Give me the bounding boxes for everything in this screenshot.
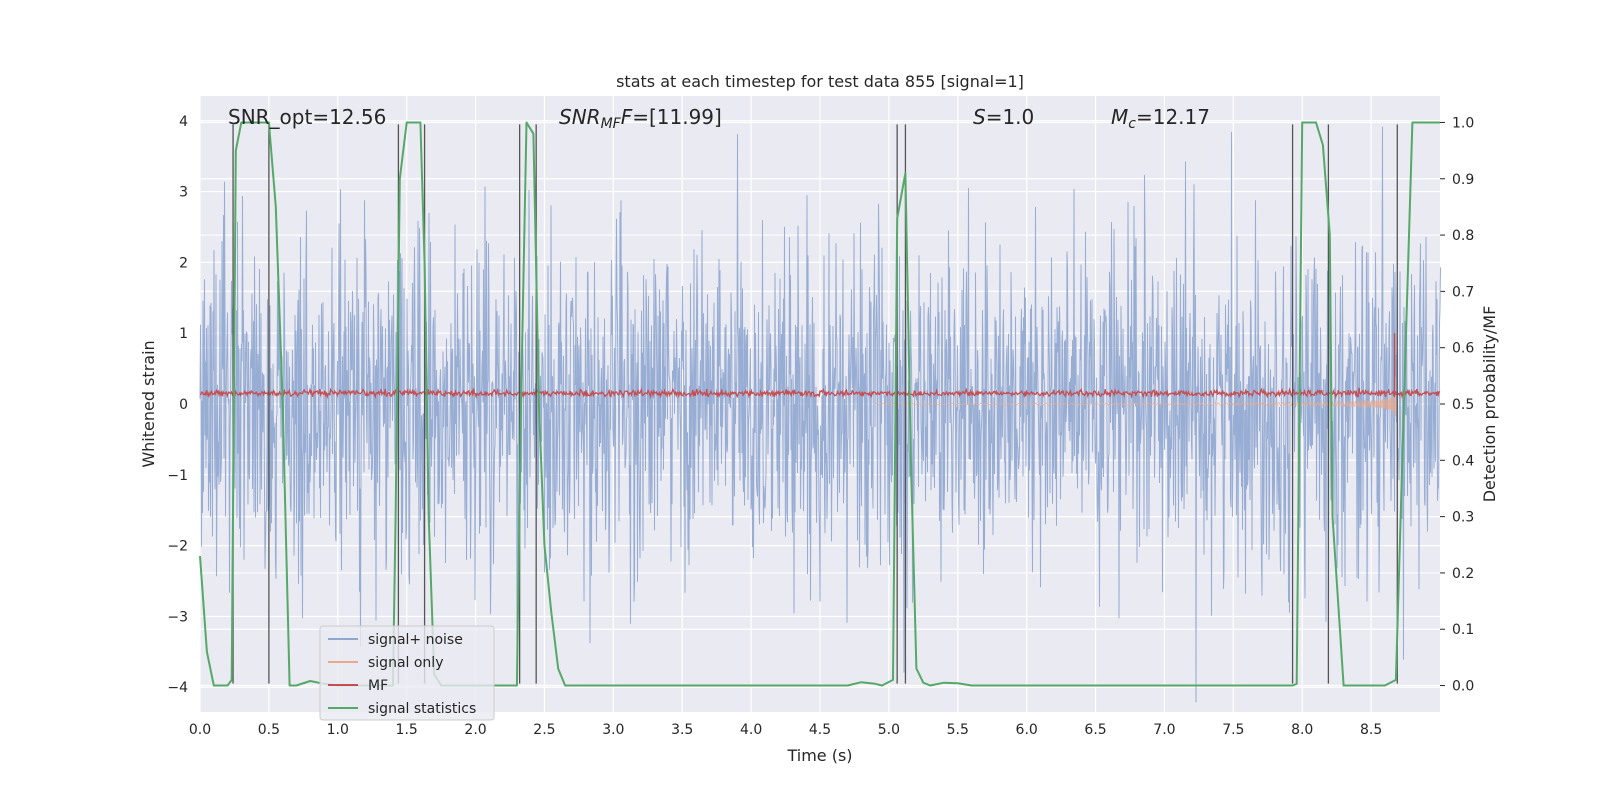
y2-tick-label: 0.1 — [1452, 622, 1474, 638]
mc-name: M — [1111, 105, 1128, 129]
mc-sub: c — [1128, 116, 1136, 132]
legend-label-mf: MF — [368, 678, 388, 694]
x-tick-label: 6.0 — [1016, 722, 1038, 738]
y-tick-label: 2 — [179, 255, 188, 271]
y-tick-label: 3 — [179, 185, 188, 201]
y-tick-label: −3 — [167, 609, 188, 625]
y-tick-label: 4 — [179, 114, 188, 130]
series-signal-statistics — [199, 121, 1440, 687]
s-value: =1.0 — [986, 105, 1035, 129]
snr-mf-name: SNR — [559, 105, 601, 129]
x-tick-labels: 0.0 0.5 1.0 1.5 2.0 2.5 3.0 3.5 4.0 4.5 5.0 5.5 6.0 6… — [189, 722, 1382, 738]
signal-statistics-line — [199, 121, 1440, 687]
series-signal-only — [874, 394, 1397, 417]
y-tick-label: −4 — [167, 680, 188, 696]
annotation-mc: Mc=12.17 — [1111, 105, 1210, 132]
legend-label-signal-statistics: signal statistics — [368, 701, 476, 717]
y2-tick-label: 0.3 — [1452, 510, 1474, 526]
x-axis-label: Time (s) — [786, 746, 852, 765]
annotation-snr-mf: SNRMFF=[11.99] — [559, 105, 722, 132]
y-tick-label: −1 — [167, 468, 188, 484]
y2-tick-label: 0.7 — [1452, 284, 1474, 300]
series-signal-plus-noise — [199, 126, 1441, 703]
y2-axis-label: Detection probability/MF — [1480, 306, 1499, 503]
y2-tick-label: 0.6 — [1452, 341, 1474, 357]
y2-tick-label: 1.0 — [1452, 115, 1474, 131]
x-tick-label: 5.5 — [947, 722, 969, 738]
mc-value: =12.17 — [1136, 105, 1210, 129]
y2-tick-label: 0.5 — [1452, 397, 1474, 413]
y2-tick-label: 0.2 — [1452, 566, 1474, 582]
y-tick-label: 0 — [179, 397, 188, 413]
snr-mf-value: =[11.99] — [632, 105, 722, 129]
s-name: S — [973, 105, 986, 129]
signal-plus-noise-line — [199, 126, 1441, 703]
y-tick-labels: 4 3 2 1 0 −1 −2 −3 −4 — [167, 114, 188, 696]
y2-tick-labels: 1.0 0.9 0.8 0.7 0.6 0.5 0.4 0.3 0.2 0.1 0.0 — [1452, 115, 1474, 694]
x-tick-label: 1.5 — [396, 722, 418, 738]
series-mf — [200, 333, 1441, 400]
annotation-s: S=1.0 — [973, 105, 1034, 129]
y-axis-label: Whitened strain — [139, 340, 158, 467]
y-tick-label: 1 — [179, 326, 188, 342]
chart-title: stats at each timestep for test data 855… — [616, 72, 1024, 91]
x-tick-label: 2.5 — [533, 722, 555, 738]
snr-mf-sub: MF — [601, 116, 622, 132]
x-tick-label: 3.0 — [602, 722, 624, 738]
x-tick-label: 2.0 — [464, 722, 486, 738]
y2-tick-label: 0.8 — [1452, 228, 1474, 244]
y2-tick-label: 0.0 — [1452, 679, 1474, 695]
annotation-snr-opt: SNR_opt=12.56 — [228, 105, 386, 129]
legend: signal+ noise signal only MF signal stat… — [319, 625, 495, 721]
y2-tick-label: 0.9 — [1452, 172, 1474, 188]
legend-box — [319, 625, 495, 721]
y-tick-label: −2 — [167, 539, 188, 555]
x-tick-label: 3.5 — [671, 722, 693, 738]
x-tick-label: 5.0 — [878, 722, 900, 738]
legend-label-signal-only: signal only — [368, 655, 443, 671]
x-tick-label: 4.0 — [740, 722, 762, 738]
x-tick-label: 7.0 — [1153, 722, 1175, 738]
mf-line — [200, 387, 1441, 400]
x-tick-label: 8.0 — [1291, 722, 1313, 738]
x-tick-label: 4.5 — [809, 722, 831, 738]
y2-tick-label: 0.4 — [1452, 453, 1474, 469]
x-tick-label: 0.5 — [258, 722, 280, 738]
x-tick-label: 0.0 — [189, 722, 211, 738]
x-tick-label: 1.0 — [327, 722, 349, 738]
x-tick-label: 8.5 — [1360, 722, 1382, 738]
legend-label-signal-plus-noise: signal+ noise — [368, 632, 463, 648]
snr-mf-italic-f: F — [621, 105, 633, 129]
x-tick-label: 7.5 — [1222, 722, 1244, 738]
x-tick-label: 6.5 — [1084, 722, 1106, 738]
signal-only-line — [874, 394, 1397, 417]
